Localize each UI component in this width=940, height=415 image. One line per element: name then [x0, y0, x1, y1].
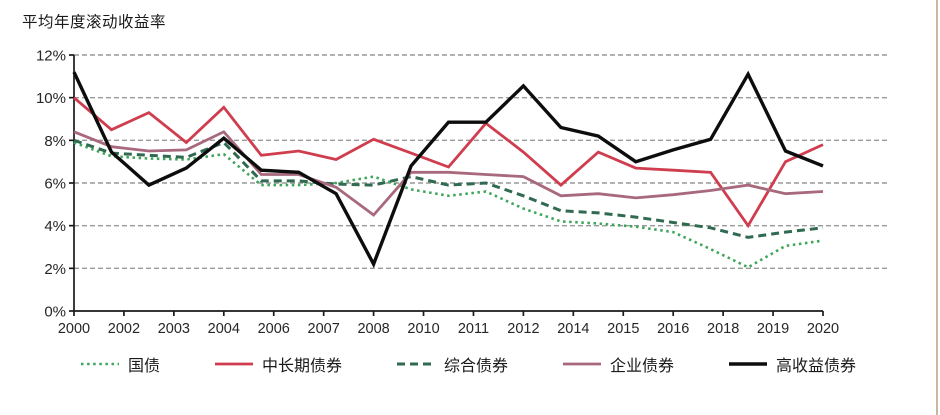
x-tick-label: 2011 [458, 321, 489, 337]
y-tick-label: 0% [44, 304, 66, 321]
y-tick-label: 4% [44, 218, 66, 235]
x-tick-label: 2014 [557, 321, 589, 337]
page-edge-line [936, 0, 938, 415]
legend-swatch-dashed [396, 362, 435, 366]
legend-swatch-solid [563, 362, 601, 366]
x-tick-label: 2015 [607, 321, 639, 337]
series-line-中长期债券 [73, 96, 824, 229]
legend-label: 企业债券 [610, 358, 675, 375]
legend-label: 中长期债券 [261, 358, 342, 375]
legend-item-中长期债券: 中长期债券 [214, 352, 342, 376]
series-line-综合债券 [73, 138, 824, 239]
legend-label: 高收益债券 [776, 358, 857, 375]
x-tick-label: 2004 [208, 321, 240, 337]
series-line-国债 [73, 141, 824, 269]
x-tick-label: 2016 [657, 321, 689, 337]
series-line-企业债券 [73, 130, 824, 217]
y-tick-label: 2% [44, 261, 66, 278]
x-tick-label: 2020 [807, 321, 839, 337]
x-tick-label: 2010 [407, 321, 439, 337]
x-tick-label: 2018 [707, 321, 739, 337]
legend-item-综合债券: 综合债券 [396, 352, 508, 376]
x-tick-label: 2012 [507, 321, 539, 337]
y-tick-label: 12% [36, 48, 66, 65]
x-tick-label: 2008 [357, 321, 389, 337]
x-tick-label: 2003 [158, 321, 190, 337]
legend-swatch-solid [729, 362, 768, 366]
legend-swatch-solid [214, 362, 253, 366]
y-tick-label: 6% [44, 176, 66, 193]
x-tick-label: 2002 [108, 321, 140, 337]
y-tick-label: 10% [36, 90, 66, 107]
chart-title: 平均年度滚动收益率 [22, 14, 167, 31]
x-tick-label: 2006 [258, 321, 290, 337]
series-line-高收益债券 [72, 70, 824, 269]
plot-area: 0% 2% 4% 6% 8% 10% 12% 2000 2002 2003 2004 2006 2007… [36, 48, 890, 337]
legend-item-国债: 国债 [80, 352, 160, 376]
legend-label: 综合债券 [443, 358, 508, 375]
legend-label: 国债 [127, 358, 160, 375]
legend-swatch-dotted [80, 362, 119, 366]
legend: 国债 中长期债券 综合债券 企业债券 高收益债券 [0, 352, 936, 376]
x-tick-label: 2007 [308, 321, 340, 337]
legend-item-企业债券: 企业债券 [562, 352, 674, 376]
y-tick-label: 8% [44, 133, 66, 150]
x-tick-label: 2000 [58, 321, 90, 337]
x-tick-label: 2019 [757, 321, 789, 337]
legend-item-高收益债券: 高收益债券 [728, 352, 856, 376]
